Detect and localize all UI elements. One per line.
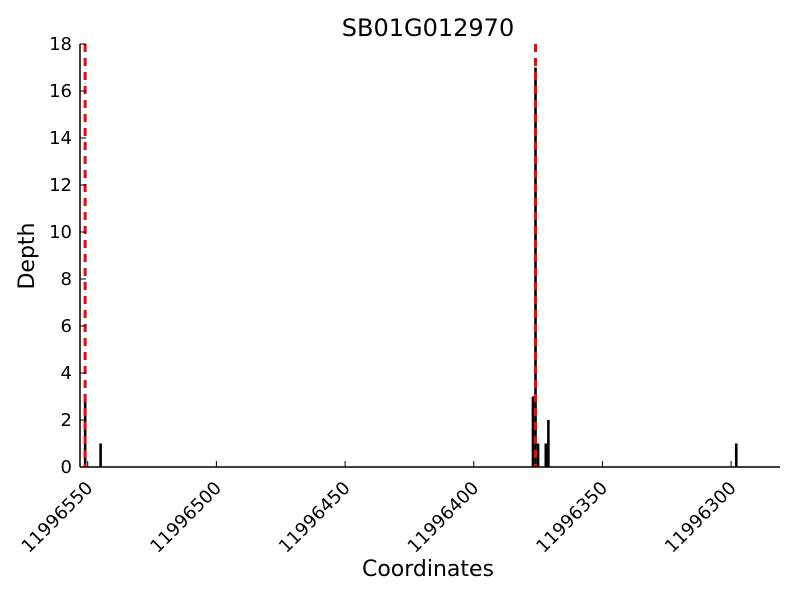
depth-bar bbox=[534, 67, 537, 467]
y-tick-label: 0 bbox=[61, 457, 72, 478]
x-ticks: 11996550 11996500 11996450 11996400 11996350… bbox=[18, 461, 741, 557]
y-tick-label: 16 bbox=[49, 81, 72, 102]
depth-bar bbox=[83, 396, 87, 467]
depth-bar bbox=[544, 443, 548, 467]
bar-group bbox=[83, 67, 738, 467]
y-tick-label: 6 bbox=[61, 316, 72, 337]
x-tick-label: 11996400 bbox=[404, 478, 484, 558]
depth-bar bbox=[531, 396, 535, 467]
x-tick-label: 11996500 bbox=[146, 478, 226, 558]
y-tick-label: 2 bbox=[61, 410, 72, 431]
axes bbox=[79, 44, 780, 468]
x-tick-label: 11996550 bbox=[18, 478, 98, 558]
depth-bar bbox=[99, 443, 102, 467]
chart-title: SB01G012970 bbox=[342, 14, 514, 42]
y-tick-label: 14 bbox=[49, 128, 72, 149]
y-tick-label: 8 bbox=[61, 269, 72, 290]
y-tick-label: 10 bbox=[49, 222, 72, 243]
depth-bar bbox=[734, 443, 738, 467]
x-tick-label: 11996350 bbox=[532, 478, 612, 558]
y-tick-label: 4 bbox=[61, 363, 72, 384]
x-tick-label: 11996300 bbox=[661, 478, 741, 558]
y-ticks: 0 2 4 6 8 10 12 14 16 18 bbox=[49, 34, 86, 478]
x-axis-label: Coordinates bbox=[362, 557, 494, 582]
y-axis-label: Depth bbox=[15, 222, 40, 289]
reference-lines bbox=[83, 44, 538, 467]
depth-bar bbox=[547, 420, 550, 467]
x-tick-label: 11996450 bbox=[275, 478, 355, 558]
depth-bar bbox=[536, 443, 540, 467]
y-tick-label: 18 bbox=[49, 34, 72, 55]
y-tick-label: 12 bbox=[49, 175, 72, 196]
